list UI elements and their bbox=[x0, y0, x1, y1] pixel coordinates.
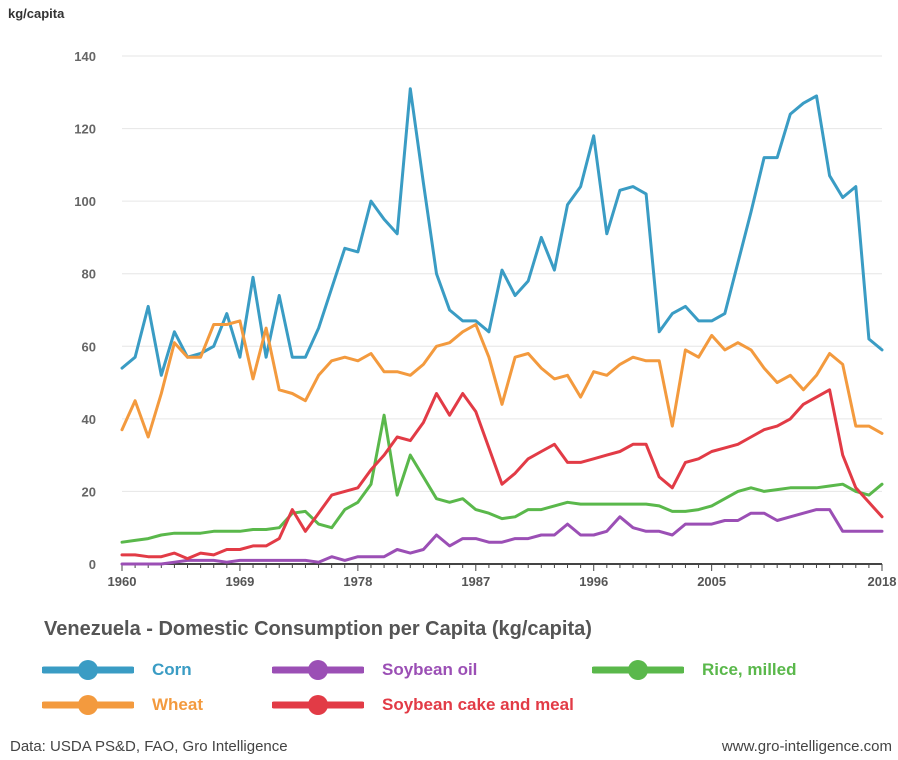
y-tick-label: 60 bbox=[82, 339, 96, 354]
series-line-soybean-cake-and-meal bbox=[120, 388, 884, 561]
y-tick-label: 120 bbox=[74, 122, 96, 137]
legend-marker-icon bbox=[42, 660, 134, 680]
x-tick-label: 1978 bbox=[343, 574, 372, 589]
source-url[interactable]: www.gro-intelligence.com bbox=[721, 738, 892, 755]
y-tick-label: 0 bbox=[89, 557, 96, 572]
x-tick-label: 2018 bbox=[868, 574, 897, 589]
x-tick-label: 1987 bbox=[461, 574, 490, 589]
y-tick-label: 40 bbox=[82, 412, 96, 427]
chart-title: Venezuela - Domestic Consumption per Cap… bbox=[44, 618, 592, 640]
legend-marker-icon bbox=[272, 695, 364, 715]
x-axis: 1960 1969 1978 1987 1996 2005 2018 bbox=[108, 563, 897, 589]
legend-marker-icon bbox=[592, 660, 684, 680]
legend-marker-icon bbox=[42, 695, 134, 715]
y-tick-label: 80 bbox=[82, 267, 96, 282]
series-line-wheat bbox=[120, 319, 884, 439]
y-axis-label: kg/capita bbox=[8, 6, 65, 21]
legend-dot bbox=[78, 660, 98, 680]
y-tick-label: 100 bbox=[74, 194, 96, 209]
series-lines bbox=[120, 87, 884, 566]
legend-dot bbox=[628, 660, 648, 680]
y-tick-label: 140 bbox=[74, 49, 96, 64]
legend-label: Rice, milled bbox=[702, 660, 797, 679]
line-chart: 0 20 40 60 80 100 120 140 1960 1969 1978 1987 1996 2… bbox=[74, 49, 897, 589]
legend-label: Corn bbox=[152, 660, 192, 679]
gridlines bbox=[122, 55, 882, 492]
legend-item-wheat: Wheat bbox=[42, 693, 203, 717]
legend-dot bbox=[308, 695, 328, 715]
legend-item-corn: Corn bbox=[42, 658, 192, 682]
x-tick-label: 1969 bbox=[225, 574, 254, 589]
legend-dot bbox=[78, 695, 98, 715]
legend-label: Wheat bbox=[152, 695, 203, 714]
x-tick-label: 1996 bbox=[579, 574, 608, 589]
legend-item-soybean-cake-and-meal: Soybean cake and meal bbox=[272, 693, 574, 717]
y-tick-label: 20 bbox=[82, 484, 96, 499]
series-line-corn bbox=[120, 87, 884, 377]
y-axis-ticks: 0 20 40 60 80 100 120 140 bbox=[74, 49, 96, 572]
legend-dot bbox=[308, 660, 328, 680]
x-tick-label: 2005 bbox=[697, 574, 726, 589]
series-line-rice-milled bbox=[120, 413, 884, 544]
legend-marker-icon bbox=[272, 660, 364, 680]
data-source: Data: USDA PS&D, FAO, Gro Intelligence bbox=[10, 738, 288, 755]
legend-label: Soybean cake and meal bbox=[382, 695, 574, 714]
x-tick-label: 1960 bbox=[108, 574, 137, 589]
legend-label: Soybean oil bbox=[382, 660, 478, 679]
legend-item-soybean-oil: Soybean oil bbox=[272, 658, 477, 682]
series-line-soybean-oil bbox=[120, 508, 884, 566]
legend-item-rice-milled: Rice, milled bbox=[592, 658, 796, 682]
